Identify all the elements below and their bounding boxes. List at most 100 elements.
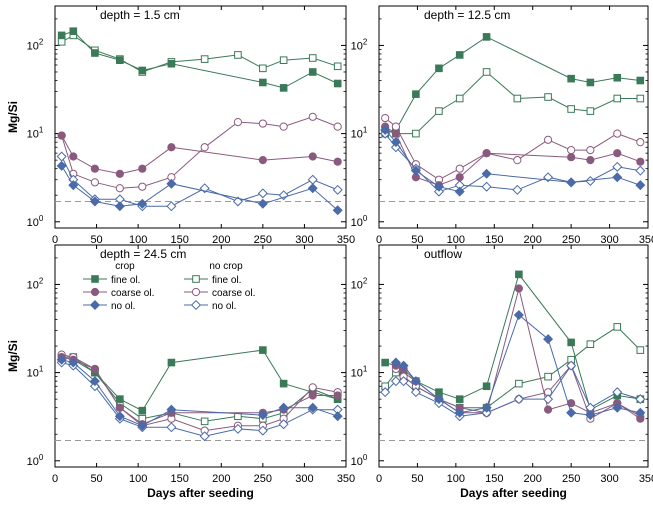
data-point [200, 55, 209, 63]
data-point [433, 181, 444, 192]
series-fine-nocrop [381, 68, 645, 138]
data-point [57, 131, 66, 140]
data-point [412, 129, 420, 138]
y-tick-label: 102 [27, 276, 44, 291]
data-point [308, 383, 317, 392]
data-point [278, 190, 289, 201]
data-point [455, 51, 464, 59]
panel-frame [378, 5, 649, 229]
legend-marker [192, 275, 200, 283]
data-point [586, 145, 595, 155]
data-point [398, 360, 409, 371]
legend-col-header: crop [115, 261, 135, 272]
x-tick-label: 250 [562, 234, 580, 246]
data-point [481, 402, 492, 413]
data-point [481, 168, 492, 179]
x-tick-label: 350 [337, 473, 355, 485]
x-tick-label: 50 [411, 473, 423, 485]
series-line [384, 129, 641, 193]
data-point [566, 177, 577, 188]
data-point [455, 164, 464, 173]
series-line [384, 126, 641, 186]
data-point [513, 94, 522, 103]
data-point [515, 379, 523, 388]
data-point [512, 184, 523, 195]
data-point [167, 59, 176, 68]
data-point [612, 387, 623, 398]
data-point [332, 411, 343, 422]
y-tick-label: 102 [351, 37, 368, 52]
series-fine-nocrop [57, 31, 342, 76]
panel-frame [54, 244, 347, 468]
x-tick-label: 100 [447, 234, 465, 246]
x-tick-label: 300 [295, 473, 313, 485]
data-point [410, 376, 421, 387]
data-point [333, 157, 342, 166]
x-tick-label: 100 [447, 473, 465, 485]
legend-marker [89, 299, 101, 311]
data-point [544, 93, 552, 101]
data-point [381, 113, 390, 123]
x-tick-label: 200 [524, 473, 542, 485]
x-tick-label: 250 [254, 473, 272, 485]
series-fine-crop [381, 270, 645, 414]
series-fine-crop [57, 27, 342, 92]
y-tick-label: 102 [27, 37, 44, 52]
x-tick-label: 0 [376, 234, 382, 246]
legend-marker [90, 287, 100, 297]
data-point [278, 402, 289, 413]
data-point [89, 196, 100, 207]
series-line [61, 156, 338, 207]
series-coarse-crop [57, 131, 342, 178]
data-point [332, 184, 343, 195]
series-no-crop [380, 124, 646, 197]
x-tick-label: 250 [562, 473, 580, 485]
data-point [257, 425, 268, 436]
data-point [514, 284, 523, 293]
legend-label: coarse ol. [111, 288, 154, 299]
panel-4: 0 50 100 150 200 250 300 350 100 101 102 outflow [351, 244, 653, 485]
data-point [115, 184, 124, 193]
data-point [166, 178, 177, 189]
panel-title: depth = 1.5 cm [100, 8, 180, 22]
data-point [567, 399, 576, 408]
data-point [333, 391, 342, 400]
data-point [233, 118, 243, 127]
x-tick-label: 100 [129, 473, 147, 485]
y-axis-label: Mg/Si [6, 340, 20, 372]
data-point [257, 410, 268, 421]
data-point [398, 376, 409, 387]
data-point [613, 94, 622, 103]
series-line [384, 36, 641, 135]
data-point [308, 68, 317, 76]
data-point [279, 122, 288, 131]
data-point [481, 407, 492, 418]
series-fine-crop [381, 33, 645, 138]
data-point [259, 78, 267, 87]
data-point [278, 419, 289, 430]
x-tick-label: 0 [376, 473, 382, 485]
data-point [138, 406, 147, 415]
y-axis-label: Mg/Si [6, 101, 20, 133]
data-point [259, 346, 267, 354]
data-point [166, 404, 177, 415]
x-tick-label: 300 [600, 234, 618, 246]
data-point [613, 323, 622, 331]
series-coarse-nocrop [57, 350, 342, 435]
data-point [137, 420, 148, 431]
data-point [435, 64, 443, 73]
data-point [566, 360, 577, 371]
x-tick-label: 50 [90, 234, 102, 246]
data-point [68, 180, 79, 191]
series-line [61, 30, 338, 89]
data-point [167, 143, 176, 152]
data-point [279, 84, 288, 92]
series-fine-nocrop [381, 323, 645, 412]
data-point [391, 129, 401, 138]
data-point [481, 181, 492, 192]
y-tick-label: 101 [351, 365, 368, 380]
data-point [308, 391, 317, 400]
data-point [137, 198, 148, 209]
data-point [257, 188, 268, 199]
